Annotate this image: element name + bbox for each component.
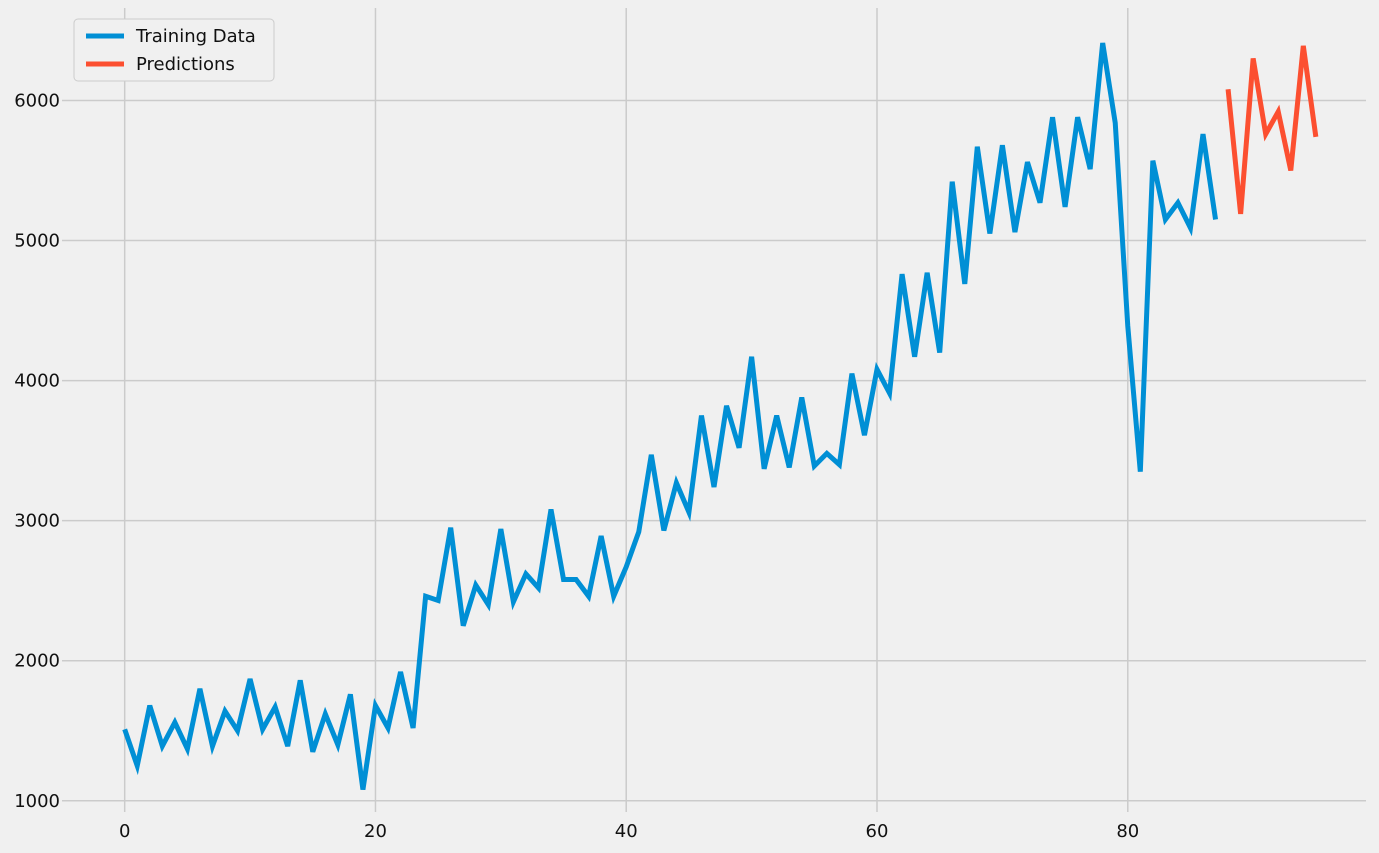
legend-label-training: Training Data [135, 26, 256, 47]
y-tick-label: 6000 [14, 90, 60, 111]
y-tick-label: 2000 [14, 651, 60, 672]
x-tick-label: 20 [364, 821, 387, 842]
x-tick-label: 40 [615, 821, 638, 842]
y-tick-label: 3000 [14, 511, 60, 532]
y-tick-label: 4000 [14, 371, 60, 392]
training-data-line [122, 42, 1219, 790]
x-tick-label: 60 [866, 821, 889, 842]
y-tick-label: 1000 [14, 791, 60, 812]
vertical-gridlines [123, 8, 1129, 812]
y-tick-label: 5000 [14, 231, 60, 252]
y-axis-tick-labels: 1000 2000 3000 4000 5000 6000 [14, 90, 60, 811]
series-layer [122, 42, 1319, 790]
x-tick-label: 80 [1116, 821, 1139, 842]
x-tick-label: 0 [119, 821, 130, 842]
legend-label-predictions: Predictions [136, 54, 235, 75]
x-axis-tick-labels: 0 20 40 60 80 [119, 821, 1139, 842]
legend: Training Data Predictions [73, 18, 275, 82]
predictions-line [1225, 45, 1319, 215]
